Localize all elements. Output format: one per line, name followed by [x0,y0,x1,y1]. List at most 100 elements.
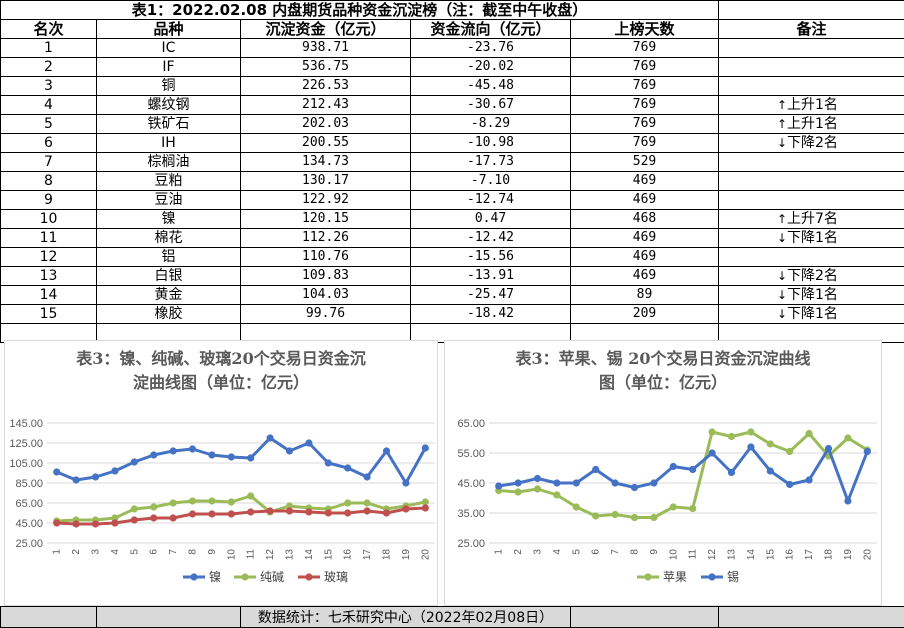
y-tick-label: 65.00 [457,418,485,430]
data-point [344,464,352,472]
y-tick-label: 45.00 [457,478,485,490]
series-line [498,430,869,519]
data-point [150,451,158,459]
y-tick-label: 105.00 [9,458,43,470]
days-cell: 89 [570,285,719,305]
footer-source: 数据统计：七禾研究中心（2022年02月08日） [240,606,571,628]
note-text: 下降1名 [787,287,838,303]
note-text: 下降2名 [787,268,838,284]
flow-cell: -17.73 [410,152,571,172]
header-name: 品种 [96,19,241,39]
header-capital: 沉淀资金（亿元） [240,19,411,39]
rank-cell: 6 [0,133,97,153]
data-point [402,505,410,513]
flow-cell: -18.42 [410,304,571,324]
data-point [747,443,755,451]
x-tick-label: 2 [71,549,82,555]
flow-cell: -20.02 [410,57,571,77]
note-text: 上升7名 [787,211,838,227]
data-point [227,498,235,506]
data-point [553,479,561,487]
name-cell: IH [96,133,241,153]
y-tick-label: 45.00 [15,518,43,530]
data-point [630,513,639,522]
name-cell: 螺纹钢 [96,95,241,115]
data-point [766,440,774,448]
data-point [592,465,600,474]
name-cell: 铁矿石 [96,114,241,134]
table-row: 8 豆粕 130.17 -7.10 469 [0,171,904,191]
note-cell [718,171,904,191]
data-point [344,509,352,517]
data-point [863,447,871,456]
x-tick-label: 11 [246,549,257,560]
flow-cell: -10.98 [410,133,571,153]
data-point [130,458,138,466]
y-tick-label: 25.00 [457,538,485,550]
name-cell: 铜 [96,76,241,96]
note-cell: ↓下降2名 [718,266,904,286]
days-cell: 469 [570,247,719,267]
capital-cell: 226.53 [240,76,411,96]
y-tick-label: 55.00 [457,448,485,460]
data-point [382,509,391,517]
data-point [572,503,580,511]
data-point [266,434,274,442]
legend-marker [241,573,249,581]
data-point [72,476,80,484]
data-point [169,499,177,507]
table-row: 6 IH 200.55 -10.98 769 ↓下降2名 [0,133,904,153]
data-point [363,473,371,481]
note-cell [718,152,904,172]
days-cell: 209 [570,304,719,324]
data-point [592,512,600,520]
x-tick-label: 6 [149,549,160,555]
x-tick-label: 5 [129,549,140,555]
data-point [344,499,352,507]
rank-cell: 15 [0,304,97,324]
footer-blank-cell [96,606,241,628]
chart-title-line: 图（单位：亿元） [598,373,727,392]
chart-title-line: 淀曲线图（单位：亿元） [132,373,309,392]
flow-cell: -45.48 [410,76,571,96]
days-cell: 769 [570,76,719,96]
rank-cell: 11 [0,228,97,248]
x-tick-label: 12 [707,549,718,561]
data-point [689,465,697,474]
data-point [805,476,813,484]
x-tick-label: 8 [188,549,199,555]
data-point [553,491,561,499]
flow-cell: -23.76 [410,38,571,58]
data-point [533,474,542,483]
x-tick-label: 10 [668,549,679,561]
legend-label: 镍 [209,570,221,584]
y-tick-label: 65.00 [15,498,43,510]
data-point [727,468,736,477]
name-cell: IC [96,38,241,58]
data-point [53,519,61,527]
rank-cell: 12 [0,247,97,267]
flow-cell: -30.67 [410,95,571,115]
note-text: 下降1名 [787,230,838,246]
legend-marker [190,573,198,581]
note-cell [718,247,904,267]
rank-cell: 3 [0,76,97,96]
capital-cell: 938.71 [240,38,411,58]
arrow-down-icon: ↓ [777,231,788,245]
data-point [188,497,197,505]
capital-cell: 99.76 [240,304,411,324]
x-tick-label: 14 [304,549,315,561]
flow-cell: -7.10 [410,171,571,191]
data-point [844,434,852,442]
data-point [708,428,716,436]
data-point [53,468,61,476]
data-point [111,467,119,475]
capital-cell: 104.03 [240,285,411,305]
x-tick-label: 12 [265,549,276,561]
footer-blank-cell [570,606,719,628]
data-point [324,459,332,467]
table-title-row: 表1：2022.02.08 内盘期货品种资金沉淀榜（注：截至中午收盘） [0,0,904,20]
capital-cell: 130.17 [240,171,411,191]
days-cell: 769 [570,133,719,153]
